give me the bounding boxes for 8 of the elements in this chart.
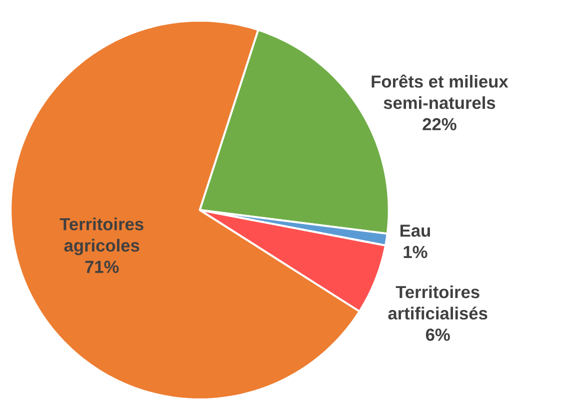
data-label: 71%: [85, 260, 119, 273]
slice-label: Territoires artificialisés: [388, 285, 488, 320]
data-label: 1%: [404, 246, 428, 258]
slice-label: Forêts et milieux semi-naturels: [372, 74, 508, 110]
data-label: 6%: [426, 328, 450, 341]
data-label: 22%: [422, 118, 456, 130]
slice-label: Eau: [400, 224, 430, 237]
slice-label: Territoires agricoles: [60, 218, 144, 256]
